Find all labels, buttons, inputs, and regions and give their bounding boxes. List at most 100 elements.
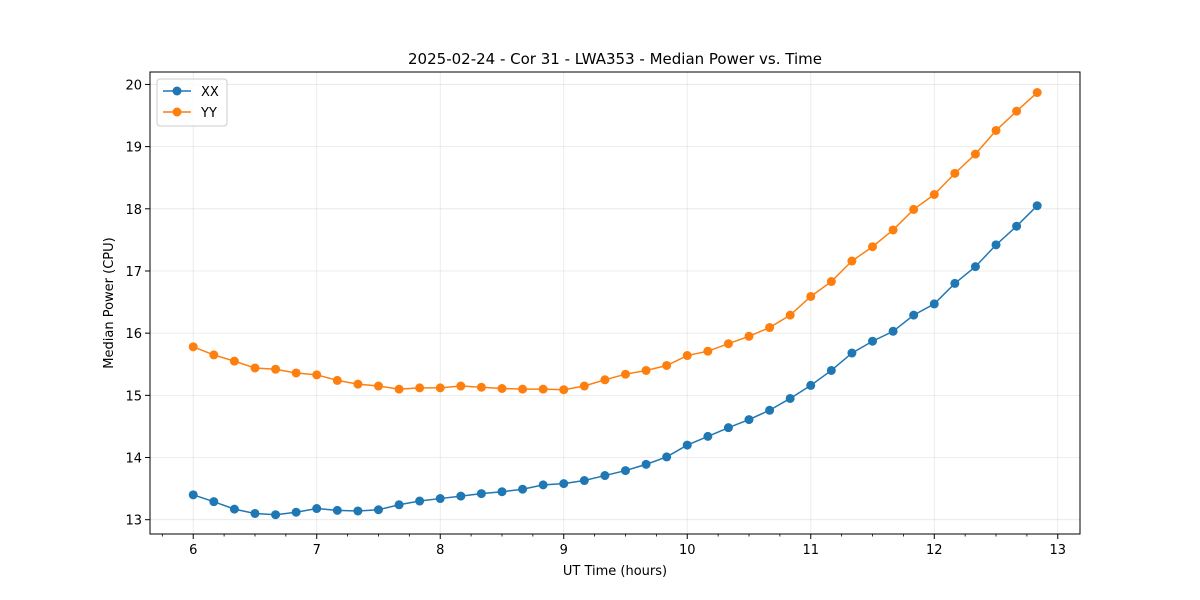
data-point-xx: [394, 500, 404, 510]
data-point-yy: [229, 356, 239, 366]
data-point-xx: [929, 299, 939, 309]
data-point-yy: [600, 375, 610, 385]
data-point-xx: [662, 452, 672, 462]
data-point-yy: [929, 190, 939, 199]
data-point-xx: [723, 423, 733, 433]
data-point-yy: [888, 225, 898, 235]
y-tick-label: 14: [125, 452, 142, 467]
data-point-yy: [456, 381, 466, 391]
data-point-yy: [353, 379, 363, 389]
data-point-xx: [621, 466, 630, 476]
data-point-xx: [415, 496, 425, 506]
data-point-yy: [394, 384, 404, 394]
legend-marker-yy: [172, 107, 182, 117]
data-point-yy: [291, 368, 301, 378]
data-point-xx: [435, 494, 445, 504]
data-point-yy: [312, 370, 322, 380]
data-point-yy: [476, 382, 486, 392]
data-point-yy: [703, 346, 713, 356]
x-tick-label: 12: [926, 543, 943, 558]
data-point-yy: [1032, 88, 1042, 98]
x-tick-label: 11: [802, 543, 819, 558]
data-point-xx: [868, 336, 878, 346]
plot-area-frame: [149, 71, 1081, 535]
y-axis-label: Median Power (CPU): [102, 237, 117, 368]
data-point-yy: [250, 363, 260, 373]
data-point-xx: [271, 510, 281, 520]
data-point-yy: [991, 125, 1001, 135]
data-point-yy: [970, 149, 980, 159]
series-xx: [188, 201, 1042, 520]
data-point-yy: [188, 342, 198, 352]
data-point-yy: [682, 351, 692, 361]
data-point-yy: [641, 365, 651, 375]
chart-title: 2025-02-24 - Cor 31 - LWA353 - Median Po…: [408, 50, 822, 68]
grid-lines: [150, 72, 1080, 534]
data-point-xx: [703, 431, 713, 441]
y-tick-label: 19: [125, 141, 142, 156]
x-tick-label: 8: [436, 543, 444, 558]
data-point-yy: [621, 369, 630, 379]
x-tick-label: 13: [1049, 543, 1066, 558]
data-point-xx: [909, 310, 919, 320]
data-point-xx: [826, 365, 836, 375]
data-point-yy: [538, 384, 548, 394]
data-point-xx: [970, 262, 980, 272]
x-tick-label: 6: [189, 543, 197, 558]
data-point-yy: [909, 204, 919, 214]
data-point-xx: [991, 240, 1001, 250]
data-point-xx: [332, 505, 342, 515]
y-tick-label: 20: [125, 78, 142, 93]
data-point-yy: [1012, 106, 1022, 116]
y-tick-label: 16: [125, 327, 142, 342]
series-yy: [188, 88, 1042, 395]
data-point-xx: [950, 278, 960, 288]
data-point-yy: [332, 375, 342, 385]
data-point-yy: [209, 350, 219, 360]
data-point-yy: [785, 310, 795, 320]
data-point-xx: [600, 471, 610, 481]
data-point-xx: [847, 348, 857, 358]
data-point-xx: [1012, 221, 1022, 231]
x-tick-label: 9: [560, 543, 568, 558]
y-tick-label: 13: [125, 514, 142, 529]
data-point-yy: [744, 331, 754, 341]
data-point-xx: [682, 440, 692, 450]
legend-marker-xx: [172, 86, 182, 96]
data-point-xx: [353, 506, 363, 516]
x-axis-label: UT Time (hours): [563, 564, 667, 579]
data-point-yy: [723, 339, 733, 349]
data-point-xx: [559, 479, 569, 489]
data-point-xx: [373, 505, 383, 515]
plot-series: [188, 88, 1042, 520]
data-point-yy: [415, 383, 425, 393]
data-point-xx: [785, 393, 795, 403]
data-point-xx: [291, 507, 301, 517]
data-point-xx: [641, 459, 651, 469]
data-point-yy: [579, 381, 589, 391]
data-point-xx: [229, 504, 239, 514]
data-point-xx: [579, 476, 589, 486]
x-tick-label: 10: [679, 543, 696, 558]
data-point-xx: [312, 504, 322, 514]
data-point-xx: [806, 380, 816, 390]
y-tick-label: 17: [125, 265, 142, 280]
data-point-xx: [538, 480, 548, 490]
data-point-yy: [271, 364, 281, 374]
data-point-xx: [765, 405, 775, 415]
legend-label-yy: YY: [200, 106, 217, 121]
x-tick-label: 7: [313, 543, 321, 558]
axis-ticks: 6 7 8 9 10 11 12 13 13 14 15 16 17 18 19 20: [125, 78, 1066, 558]
data-point-yy: [497, 384, 507, 393]
legend-label-xx: XX: [201, 85, 219, 100]
data-point-yy: [826, 277, 836, 287]
data-point-xx: [744, 415, 754, 425]
y-tick-label: 18: [125, 203, 142, 218]
data-point-yy: [847, 256, 857, 266]
data-point-yy: [950, 168, 960, 178]
data-point-xx: [456, 491, 466, 501]
data-point-xx: [250, 508, 260, 518]
data-point-yy: [662, 360, 672, 370]
data-point-yy: [806, 291, 816, 301]
data-point-yy: [868, 242, 878, 252]
